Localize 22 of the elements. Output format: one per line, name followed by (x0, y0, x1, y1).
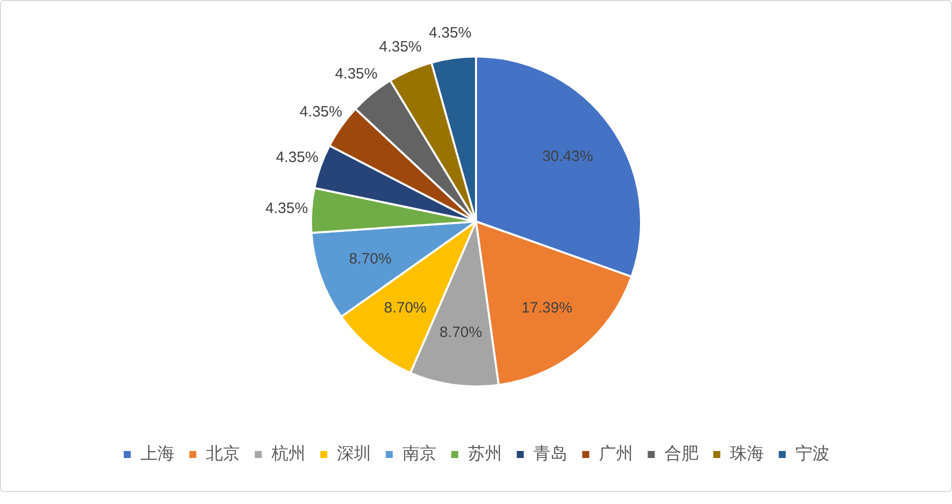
legend-label: 深圳 (336, 444, 371, 464)
data-label: 8.70% (349, 250, 392, 268)
data-label: 4.35% (428, 24, 472, 42)
legend-label: 宁波 (795, 444, 830, 464)
data-label: 30.43% (542, 148, 594, 165)
data-label: 8.70% (440, 324, 482, 341)
legend-label: 杭州 (270, 444, 306, 464)
data-label: 17.39% (521, 300, 572, 317)
legend-label: 北京 (206, 444, 240, 464)
legend-label: 合肥 (664, 444, 698, 464)
data-label: 4.35% (300, 103, 342, 120)
legend-label: 广州 (598, 444, 633, 464)
data-label: 4.35% (265, 200, 308, 217)
legend-label: 苏州 (468, 444, 502, 464)
data-label: 4.35% (379, 38, 422, 56)
data-label: 8.70% (384, 300, 427, 317)
legend-label: 青岛 (533, 444, 568, 464)
legend-label: 南京 (402, 444, 436, 464)
data-label: 4.35% (276, 149, 318, 166)
legend-label: 上海 (140, 444, 174, 464)
legend-label: 珠海 (730, 444, 764, 464)
data-label: 4.35% (334, 65, 378, 82)
